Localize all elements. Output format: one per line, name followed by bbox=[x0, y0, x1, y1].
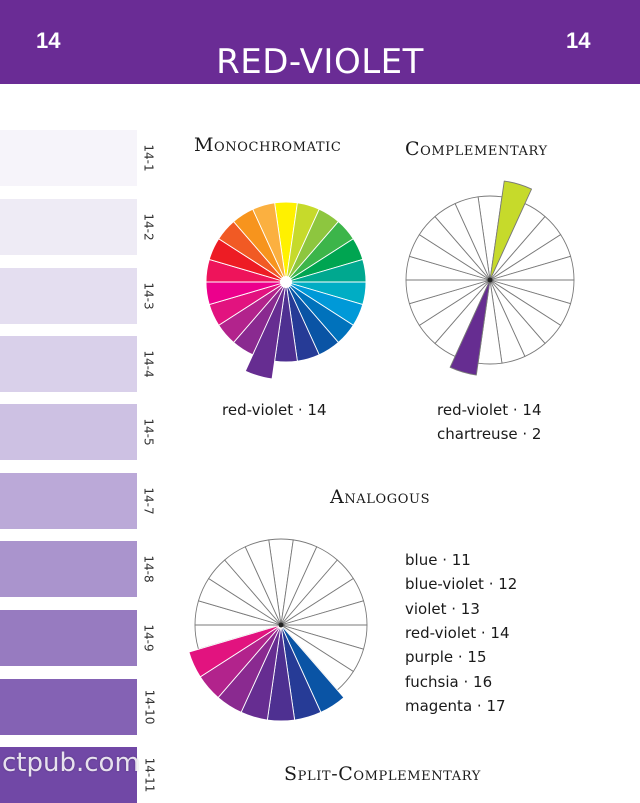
tint-swatch-label: 14-2 bbox=[138, 199, 160, 255]
tint-swatch bbox=[0, 679, 137, 735]
tint-swatch-label: 14-1 bbox=[138, 130, 160, 186]
tint-swatch-label: 14-10 bbox=[138, 679, 160, 735]
tint-swatch-label-text: 14-1 bbox=[142, 144, 157, 172]
page-title: RED-VIOLET bbox=[216, 42, 424, 82]
tint-swatch-label-text: 14-5 bbox=[142, 418, 157, 446]
tint-swatch-label-text: 14-2 bbox=[142, 213, 157, 241]
tint-swatch bbox=[0, 541, 137, 597]
tint-swatch-label: 14-11 bbox=[138, 747, 160, 803]
monochromatic-color-wheel bbox=[205, 201, 367, 380]
color-wheel-segment bbox=[252, 202, 287, 283]
outline-wheel-segment bbox=[244, 539, 282, 626]
watermark: ctpub.com bbox=[2, 748, 140, 778]
tint-swatch-label: 14-3 bbox=[138, 268, 160, 324]
analogous-color-item: blue-violet · 12 bbox=[405, 575, 518, 594]
tint-swatch-label: 14-7 bbox=[138, 473, 160, 529]
tint-swatch-label-text: 14-3 bbox=[142, 282, 157, 310]
analogous-color-item: red-violet · 14 bbox=[405, 623, 510, 642]
tint-swatch-label: 14-8 bbox=[138, 541, 160, 597]
tint-swatch-label-text: 14-8 bbox=[142, 555, 157, 583]
tint-swatch-label-text: 14-7 bbox=[142, 487, 157, 515]
tint-swatch bbox=[0, 747, 137, 803]
tint-swatch bbox=[0, 336, 137, 392]
complementary-caption-chartreuse: chartreuse · 2 bbox=[437, 425, 542, 443]
analogous-color-segment bbox=[188, 624, 282, 678]
red-violet-segment bbox=[449, 279, 491, 376]
split-complementary-heading: Split-Complementary bbox=[284, 763, 481, 785]
tint-swatch-label: 14-5 bbox=[138, 404, 160, 460]
tint-swatch-label-text: 14-11 bbox=[142, 757, 156, 793]
analogous-color-item: blue · 11 bbox=[405, 551, 471, 569]
tint-swatch bbox=[0, 199, 137, 255]
analogous-color-item: violet · 13 bbox=[405, 599, 480, 618]
tint-swatch-label: 14-4 bbox=[138, 336, 160, 392]
chartreuse-segment bbox=[489, 180, 532, 281]
tint-swatch bbox=[0, 610, 137, 666]
tint-swatch-label: 14-9 bbox=[138, 610, 160, 666]
analogous-color-wheel bbox=[188, 538, 368, 722]
wheel-hub bbox=[280, 276, 292, 288]
page-number-left: 14 bbox=[36, 28, 61, 53]
monochromatic-heading: Monochromatic bbox=[194, 134, 342, 156]
tint-swatch-label-text: 14-9 bbox=[142, 624, 157, 652]
tint-swatch bbox=[0, 130, 137, 186]
complementary-caption-red-violet: red-violet · 14 bbox=[437, 401, 542, 419]
page-header: 14 RED-VIOLET 14 bbox=[0, 0, 640, 84]
tint-swatch-label-text: 14-10 bbox=[142, 689, 156, 725]
tint-swatch bbox=[0, 473, 137, 529]
complementary-heading: Complementary bbox=[405, 138, 548, 160]
complementary-color-wheel bbox=[405, 180, 575, 376]
tint-swatch bbox=[0, 268, 137, 324]
wheel-hub bbox=[278, 622, 284, 628]
page-number-right: 14 bbox=[566, 28, 591, 53]
wheel-hub bbox=[487, 277, 493, 283]
analogous-heading: Analogous bbox=[330, 486, 431, 508]
tint-swatch bbox=[0, 404, 137, 460]
monochromatic-caption: red-violet · 14 bbox=[222, 401, 327, 419]
outline-wheel-segment bbox=[454, 196, 491, 281]
analogous-color-item: fuchsia · 16 bbox=[405, 672, 493, 691]
analogous-color-item: purple · 15 bbox=[405, 648, 487, 667]
tint-swatch-label-text: 14-4 bbox=[142, 350, 157, 378]
analogous-color-item: magenta · 17 bbox=[405, 696, 506, 715]
red-violet-segment bbox=[244, 281, 287, 380]
